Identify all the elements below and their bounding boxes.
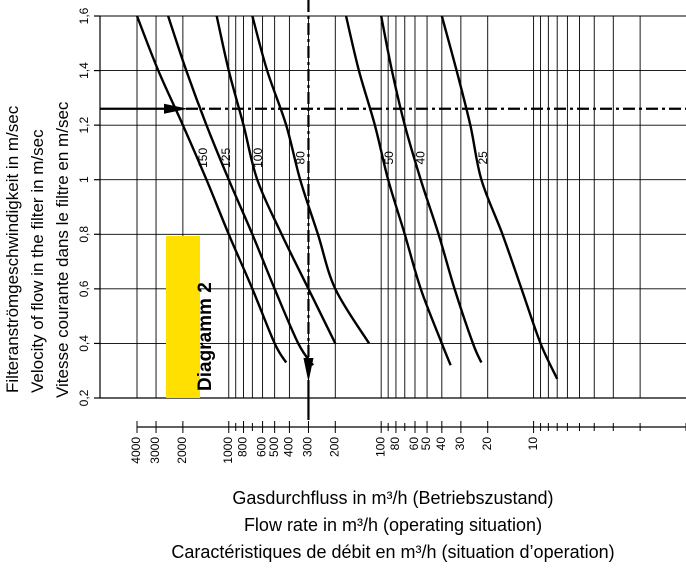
series-curve-100 — [215, 16, 337, 344]
example-down-arrow — [303, 358, 314, 382]
diagram-badge-label: Diagramm 2 — [195, 282, 216, 391]
x-tick-label: 80 — [388, 437, 402, 451]
series-curve-80 — [251, 16, 371, 345]
curve-label: 40 — [413, 151, 427, 165]
curve-label: 100 — [251, 148, 265, 168]
series-curve-150 — [135, 16, 288, 364]
x-tick-label: 30 — [453, 437, 467, 451]
y-axis-label-de: Filteranströmgeschwindigkeit in m/sec — [3, 105, 22, 393]
x-tick-label: 500 — [267, 437, 281, 457]
y-tick-label: 1 — [77, 176, 91, 183]
y-tick-label: 0,4 — [77, 335, 91, 352]
x-tick-label: 60 — [407, 437, 421, 451]
y-tick-label: 1,2 — [77, 116, 91, 133]
x-tick-label: 10 — [526, 437, 540, 451]
x-tick-label: 600 — [255, 437, 269, 457]
x-tick-label: 1000 — [221, 437, 235, 464]
curve-label: 125 — [219, 148, 233, 168]
y-tick-label: 0,8 — [77, 226, 91, 243]
series-curve-40 — [379, 16, 483, 364]
curve-label: 80 — [294, 151, 308, 165]
x-axis-label-en: Flow rate in m³/h (operating situation) — [243, 515, 543, 535]
curve-label: 25 — [476, 151, 490, 165]
x-tick-label: 100 — [373, 437, 387, 457]
series-curve-25 — [440, 16, 559, 380]
y-tick-label: 1,4 — [77, 62, 91, 79]
y-axis-label-fr: Vitesse courante dans le filtre en m/sec — [53, 101, 72, 398]
x-tick-label: 200 — [327, 437, 341, 457]
y-tick-label: 0,6 — [77, 280, 91, 297]
x-tick-label: 800 — [236, 437, 250, 457]
series-curve-50 — [344, 16, 452, 366]
x-tick-label: 40 — [434, 437, 448, 451]
example-left-arrow — [164, 103, 188, 114]
diagram-badge: Diagramm 2 — [166, 236, 216, 398]
x-axis-label-de: Gasdurchfluss in m³/h (Betriebszustand) — [232, 488, 554, 508]
y-axis-label-en: Velocity of flow in the filter in m/sec — [28, 129, 47, 393]
curve-label: 50 — [382, 151, 396, 165]
x-tick-label: 400 — [282, 437, 296, 457]
y-tick-label: 1,6 — [77, 7, 91, 24]
x-tick-label: 50 — [419, 437, 433, 451]
x-tick-label: 300 — [301, 437, 315, 457]
x-tick-label: 3000 — [148, 437, 162, 464]
curve-label: 150 — [196, 148, 210, 168]
x-tick-label: 4000 — [129, 437, 143, 464]
x-axis-label-fr: Caractéristiques de débit en m³/h (situa… — [171, 542, 615, 562]
series-curve-125 — [166, 16, 315, 366]
y-tick-label: 0,2 — [77, 389, 91, 406]
x-tick-label: 2000 — [175, 437, 189, 464]
x-tick-label: 20 — [480, 437, 494, 451]
